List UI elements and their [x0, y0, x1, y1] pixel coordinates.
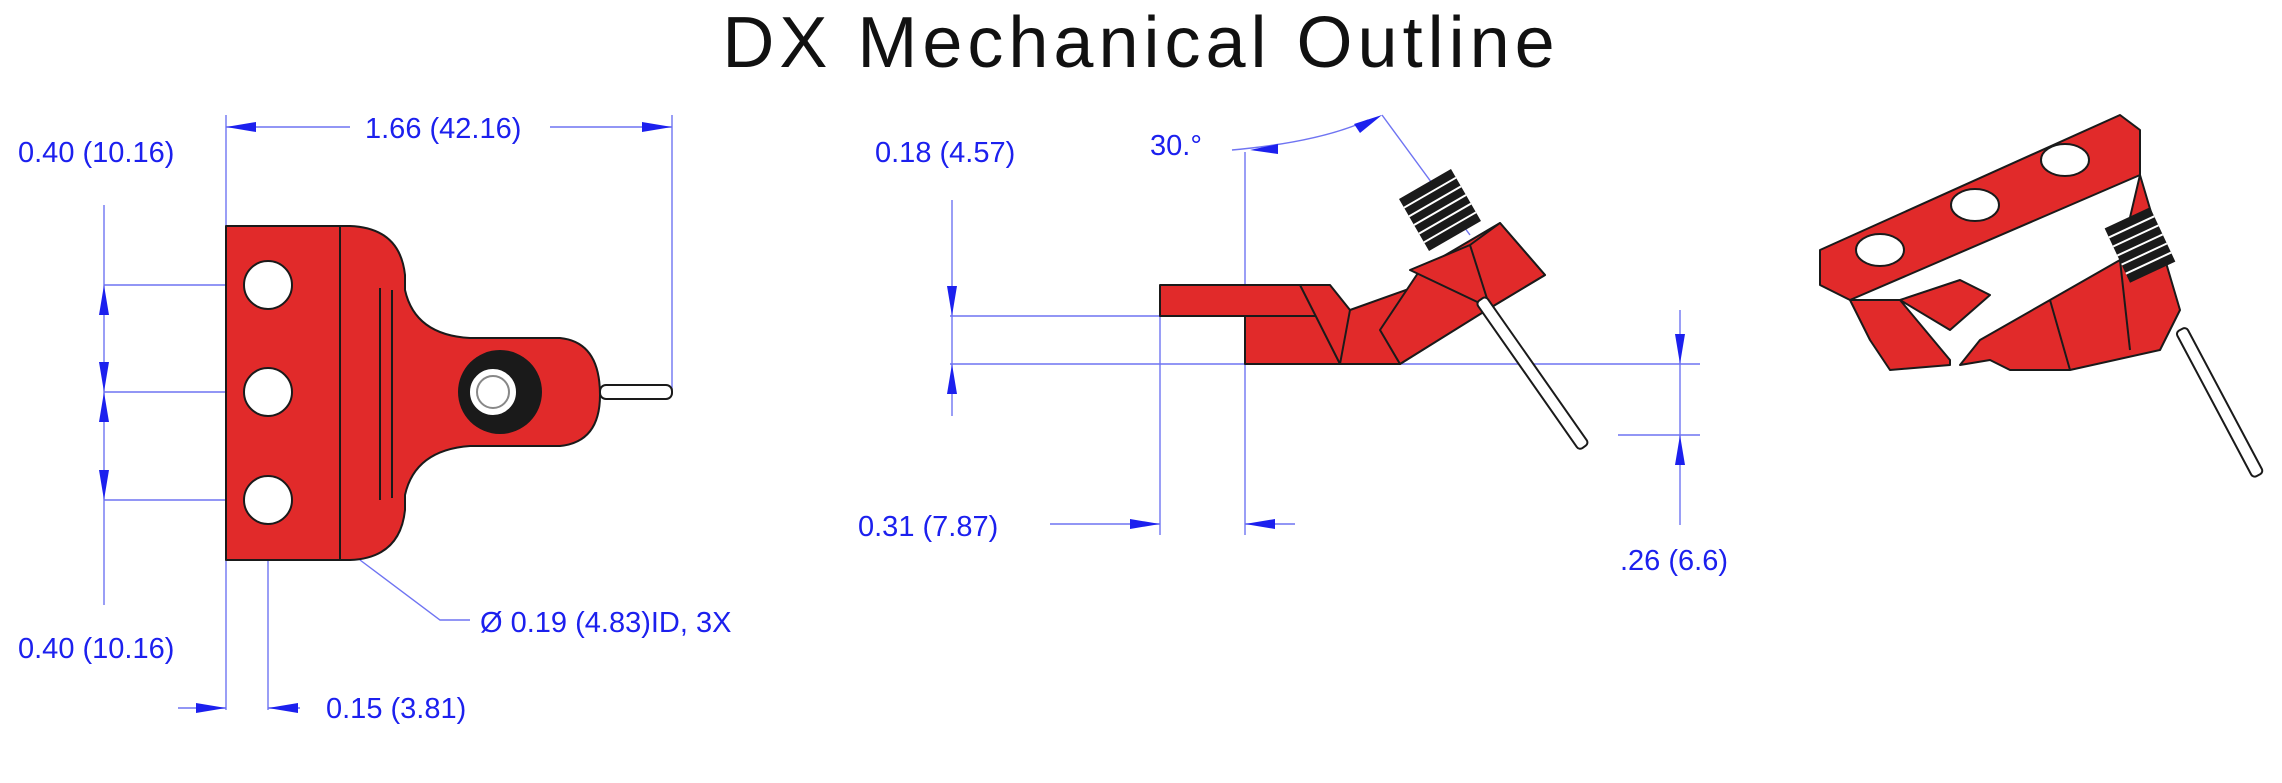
- pin-drop-label: .26 (6.6): [1620, 545, 1728, 577]
- bottom-offset-label: 0.40 (10.16): [18, 633, 174, 665]
- side-view: [947, 114, 1700, 535]
- flange-length-label: 0.31 (7.87): [858, 511, 998, 543]
- angle-label: 30.°: [1150, 130, 1202, 162]
- top-offset-label: 0.40 (10.16): [18, 137, 174, 169]
- front-view: [99, 115, 673, 713]
- edge-offset-label: 0.15 (3.81): [326, 693, 466, 725]
- drawing-title: DX Mechanical Outline: [722, 3, 1560, 83]
- overall-width-label: 1.66 (42.16): [365, 113, 521, 145]
- hole-callout-label: Ø 0.19 (4.83)ID, 3X: [480, 607, 731, 639]
- flange-thickness-label: 0.18 (4.57): [875, 137, 1015, 169]
- isometric-view: [1819, 114, 2264, 478]
